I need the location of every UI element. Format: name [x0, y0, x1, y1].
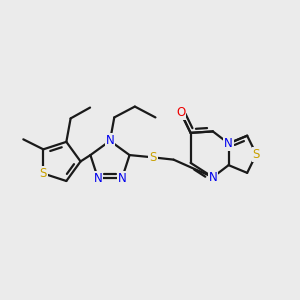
- Text: S: S: [40, 167, 47, 180]
- Text: N: N: [118, 172, 127, 184]
- Text: S: S: [253, 148, 260, 161]
- Text: N: N: [94, 172, 102, 184]
- Text: N: N: [224, 137, 233, 150]
- Text: N: N: [106, 134, 114, 147]
- Text: N: N: [208, 171, 217, 184]
- Text: O: O: [176, 106, 185, 119]
- Text: S: S: [149, 151, 157, 164]
